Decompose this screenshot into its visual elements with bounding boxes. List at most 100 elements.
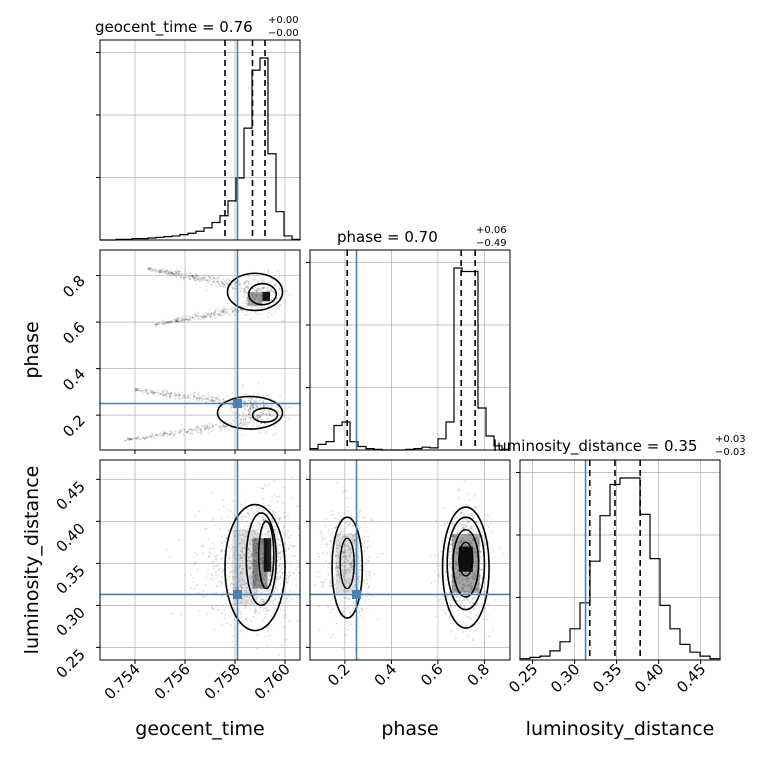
sample-point (329, 579, 332, 582)
sample-point (151, 434, 154, 437)
sample-point (176, 393, 179, 395)
sample-point (259, 313, 262, 316)
sample-point (247, 408, 250, 411)
sample-point (341, 611, 344, 613)
sample-point (461, 524, 464, 526)
sample-point (256, 294, 259, 296)
sample-point (253, 576, 256, 579)
sample-point (161, 322, 163, 325)
sample-point (466, 518, 468, 520)
sample-point (228, 428, 231, 431)
sample-point (154, 391, 156, 394)
sample-point (367, 587, 370, 589)
sample-point (182, 318, 185, 321)
sample-point (234, 564, 237, 566)
sample-point (223, 310, 226, 313)
sample-point (216, 280, 219, 283)
sample-point (334, 542, 337, 544)
sample-point (262, 405, 265, 407)
sample-point (244, 547, 247, 550)
sample-point (170, 320, 173, 323)
sample-point (318, 556, 320, 558)
sample-point (241, 576, 244, 578)
sample-point (208, 278, 211, 281)
sample-point (272, 598, 275, 601)
sample-point (223, 539, 226, 542)
sample-point (148, 391, 151, 393)
sample-point (166, 273, 169, 276)
sample-point (451, 605, 454, 608)
sample-point (197, 275, 200, 278)
sample-point (337, 566, 340, 568)
sample-point (239, 542, 242, 545)
sample-point (234, 546, 237, 549)
sample-point (185, 318, 188, 321)
sample-point (158, 271, 161, 273)
sample-point (276, 308, 279, 311)
sample-point (279, 559, 281, 561)
sample-point (168, 271, 171, 274)
sample-point (241, 586, 243, 589)
sample-point (163, 432, 166, 435)
sample-point (261, 487, 264, 490)
sample-point (256, 295, 258, 298)
sample-point (502, 553, 505, 555)
sample-point (187, 275, 190, 277)
sample-point (124, 439, 127, 442)
sample-point (220, 567, 223, 570)
sample-point (191, 316, 194, 319)
sample-point (197, 429, 200, 432)
sample-point (339, 599, 342, 602)
sample-point (252, 573, 255, 576)
sample-point (258, 280, 261, 283)
sample-point (336, 567, 338, 569)
sample-point (264, 484, 267, 487)
sample-point (333, 517, 336, 520)
sample-point (458, 609, 460, 612)
sample-point (195, 274, 198, 276)
sample-point (254, 545, 256, 547)
sample-point (259, 548, 262, 551)
sample-point (234, 535, 237, 537)
sample-point (365, 583, 368, 586)
sample-point (196, 584, 199, 586)
sample-point (463, 512, 466, 515)
sample-point (195, 399, 198, 401)
sample-point (223, 283, 226, 286)
sample-point (243, 583, 246, 586)
sample-point (463, 605, 466, 608)
sample-point (254, 415, 256, 418)
sample-point (246, 286, 249, 289)
sample-point (249, 543, 252, 546)
sample-point (210, 399, 213, 402)
sample-point (201, 277, 204, 279)
sample-point (240, 557, 243, 560)
sample-point (238, 279, 241, 282)
sample-point (251, 278, 254, 281)
sample-point (269, 508, 271, 511)
sample-point (222, 309, 225, 312)
sample-point (270, 404, 273, 406)
sample-point (256, 546, 259, 549)
sample-point (263, 286, 266, 289)
sample-point (175, 271, 178, 274)
sample-point (274, 292, 276, 295)
sample-point (219, 313, 222, 316)
sample-point (327, 566, 329, 569)
sample-point (330, 582, 333, 585)
sample-point (183, 319, 186, 322)
sample-point (263, 525, 266, 528)
sample-point (435, 519, 438, 522)
sample-point (221, 426, 224, 429)
sample-point (267, 609, 270, 612)
sample-point (254, 311, 257, 314)
sample-point (248, 567, 251, 570)
sample-point (224, 617, 227, 620)
sample-point (278, 653, 280, 656)
sample-point (259, 563, 262, 566)
sample-point (339, 545, 342, 548)
sample-point (197, 276, 200, 279)
sample-point (191, 275, 193, 277)
sample-point (360, 609, 363, 612)
sample-point (267, 575, 270, 577)
